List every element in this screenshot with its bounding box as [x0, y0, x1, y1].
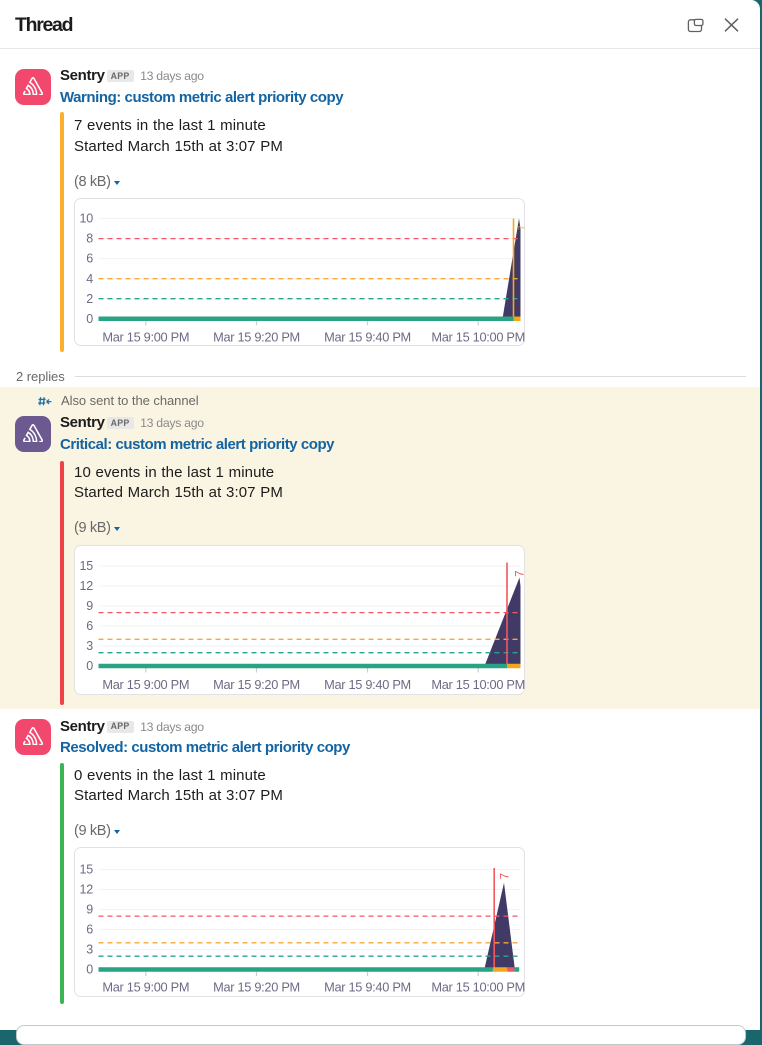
svg-text:0: 0	[86, 963, 93, 977]
svg-text:9: 9	[86, 599, 93, 613]
svg-text:Mar 15 9:40 PM: Mar 15 9:40 PM	[324, 329, 411, 344]
svg-text:Mar 15 10:00 PM: Mar 15 10:00 PM	[431, 979, 525, 994]
svg-text:9: 9	[86, 903, 93, 917]
svg-text:6: 6	[86, 923, 93, 937]
svg-text:Mar 15 10:00 PM: Mar 15 10:00 PM	[431, 676, 525, 691]
svg-text:Mar 15 9:40 PM: Mar 15 9:40 PM	[324, 979, 411, 994]
svg-text:2: 2	[86, 291, 93, 305]
svg-text:0: 0	[86, 311, 93, 325]
svg-text:Mar 15 9:20 PM: Mar 15 9:20 PM	[213, 676, 300, 691]
svg-text:0: 0	[86, 659, 93, 673]
svg-text:Mar 15 9:40 PM: Mar 15 9:40 PM	[324, 676, 411, 691]
svg-text:3: 3	[86, 943, 93, 957]
svg-text:6: 6	[86, 251, 93, 265]
svg-text:Mar 15 9:00 PM: Mar 15 9:00 PM	[102, 979, 189, 994]
svg-text:Mar 15 10:00 PM: Mar 15 10:00 PM	[431, 329, 525, 344]
svg-text:Mar 15 9:20 PM: Mar 15 9:20 PM	[213, 979, 300, 994]
svg-text:Mar 15 9:00 PM: Mar 15 9:00 PM	[102, 676, 189, 691]
svg-text:7: 7	[500, 873, 512, 879]
svg-text:12: 12	[79, 579, 93, 593]
svg-text:15: 15	[79, 559, 93, 573]
svg-text:15: 15	[79, 863, 93, 877]
svg-text:Mar 15 9:20 PM: Mar 15 9:20 PM	[213, 329, 300, 344]
svg-text:8: 8	[86, 231, 93, 245]
svg-text:12: 12	[79, 883, 93, 897]
svg-text:10: 10	[79, 211, 93, 225]
svg-text:7: 7	[518, 224, 525, 229]
svg-text:Mar 15 9:00 PM: Mar 15 9:00 PM	[102, 329, 189, 344]
svg-text:3: 3	[86, 639, 93, 653]
svg-text:4: 4	[86, 271, 93, 285]
svg-text:7: 7	[514, 570, 525, 576]
svg-text:6: 6	[86, 619, 93, 633]
